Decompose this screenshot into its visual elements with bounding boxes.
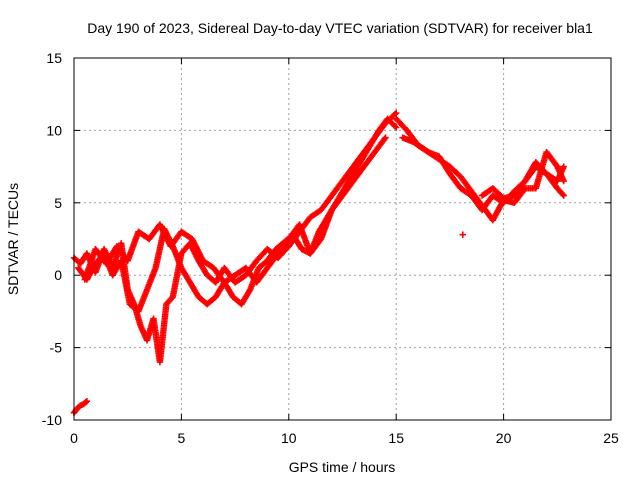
data-point [391, 123, 399, 130]
y-axis-label: SDTVAR / TECUs [5, 183, 21, 295]
data-point [560, 192, 567, 199]
y-tick-label: -5 [50, 340, 63, 356]
data-point [393, 124, 400, 131]
y-tick-label: 0 [54, 267, 62, 283]
x-tick-label: 25 [603, 430, 619, 446]
y-tick-labels: -10 -5 0 5 10 15 [42, 50, 62, 428]
x-tick-label: 15 [388, 430, 404, 446]
y-tick-label: 15 [46, 50, 62, 66]
data-point [559, 191, 566, 198]
chart-title: Day 190 of 2023, Sidereal Day-to-day VTE… [87, 20, 593, 36]
y-tick-label: 10 [46, 122, 62, 138]
data-point [82, 398, 90, 406]
x-tick-label: 20 [496, 430, 512, 446]
x-tick-label: 5 [178, 430, 186, 446]
x-tick-label: 0 [70, 430, 78, 446]
axis-ticks [73, 57, 612, 421]
x-tick-label: 10 [281, 430, 297, 446]
x-axis-label: GPS time / hours [289, 459, 396, 475]
data-point [459, 231, 466, 238]
data-point [393, 109, 400, 117]
plot-frame [73, 57, 612, 421]
data-point [560, 177, 567, 185]
data-point [382, 134, 389, 141]
x-tick-labels: 0 5 10 15 20 25 [70, 430, 619, 446]
grid-lines [74, 58, 611, 420]
data-points [70, 109, 567, 416]
data-point [381, 135, 388, 143]
y-tick-label: 5 [54, 195, 62, 211]
data-point [391, 110, 399, 118]
y-tick-label: -10 [42, 412, 62, 428]
data-point [83, 397, 91, 405]
data-point [560, 163, 567, 170]
